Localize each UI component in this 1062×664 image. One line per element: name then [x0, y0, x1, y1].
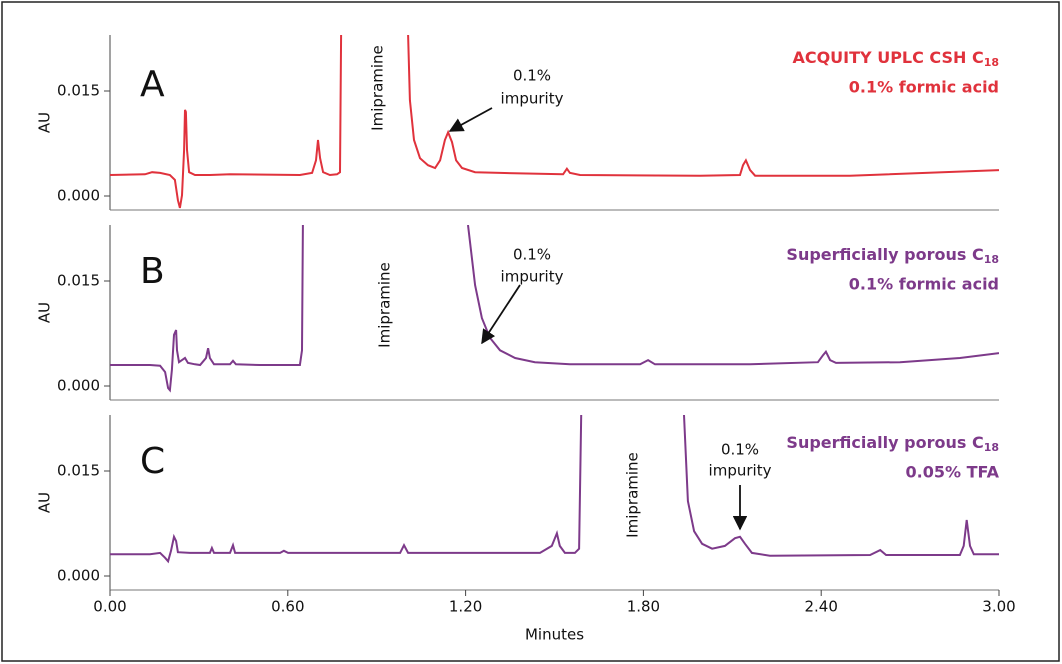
- y-tick-label: 0.000: [57, 187, 100, 205]
- impurity-label: 0.1%: [513, 67, 551, 85]
- peak-label: Imipramine: [624, 452, 642, 538]
- x-tick-label: 0.60: [271, 598, 304, 616]
- x-tick-label: 0.00: [93, 598, 126, 616]
- y-tick-label: 0.000: [57, 377, 100, 395]
- panel-label: C: [140, 441, 165, 482]
- impurity-label: 0.1%: [513, 246, 551, 264]
- peak-label: Imipramine: [376, 262, 394, 348]
- panel-title: Superficially porous C18: [786, 245, 999, 267]
- panel-title-subscript: 18: [984, 253, 999, 266]
- panel-label: A: [140, 64, 165, 105]
- y-tick-label: 0.015: [57, 82, 100, 100]
- impurity-label: impurity: [501, 90, 564, 108]
- x-tick-label: 1.20: [449, 598, 482, 616]
- panel-title-subscript: 18: [984, 56, 999, 69]
- x-tick-label: 1.80: [627, 598, 660, 616]
- panel-title-subscript: 18: [984, 441, 999, 454]
- panel-title-main: Superficially porous C: [786, 433, 983, 452]
- y-axis-label: AU: [36, 302, 54, 323]
- y-tick-label: 0.000: [57, 567, 100, 585]
- trace: [110, 35, 999, 209]
- x-tick-label: 3.00: [982, 598, 1015, 616]
- panel-title: ACQUITY UPLC CSH C18: [792, 48, 999, 70]
- panel-title-main: ACQUITY UPLC CSH C: [792, 48, 983, 67]
- impurity-label: 0.1%: [721, 441, 759, 459]
- x-tick-label: 2.40: [804, 598, 837, 616]
- panel-subtitle: 0.1% formic acid: [849, 275, 999, 294]
- panel-label: B: [140, 251, 165, 292]
- impurity-label: impurity: [501, 268, 564, 286]
- panel-subtitle: 0.1% formic acid: [849, 78, 999, 97]
- panel-title-main: Superficially porous C: [786, 245, 983, 264]
- panel-subtitle: 0.05% TFA: [906, 463, 1000, 482]
- impurity-label: impurity: [709, 462, 772, 480]
- y-tick-label: 0.015: [57, 272, 100, 290]
- peak-label: Imipramine: [369, 45, 387, 131]
- arrow: [448, 107, 493, 132]
- arrow: [481, 284, 521, 345]
- y-axis-label: AU: [36, 112, 54, 133]
- y-axis-label: AU: [36, 492, 54, 513]
- x-axis-label: Minutes: [525, 626, 584, 644]
- panel-title: Superficially porous C18: [786, 433, 999, 455]
- y-tick-label: 0.015: [57, 462, 100, 480]
- trace: [110, 415, 999, 564]
